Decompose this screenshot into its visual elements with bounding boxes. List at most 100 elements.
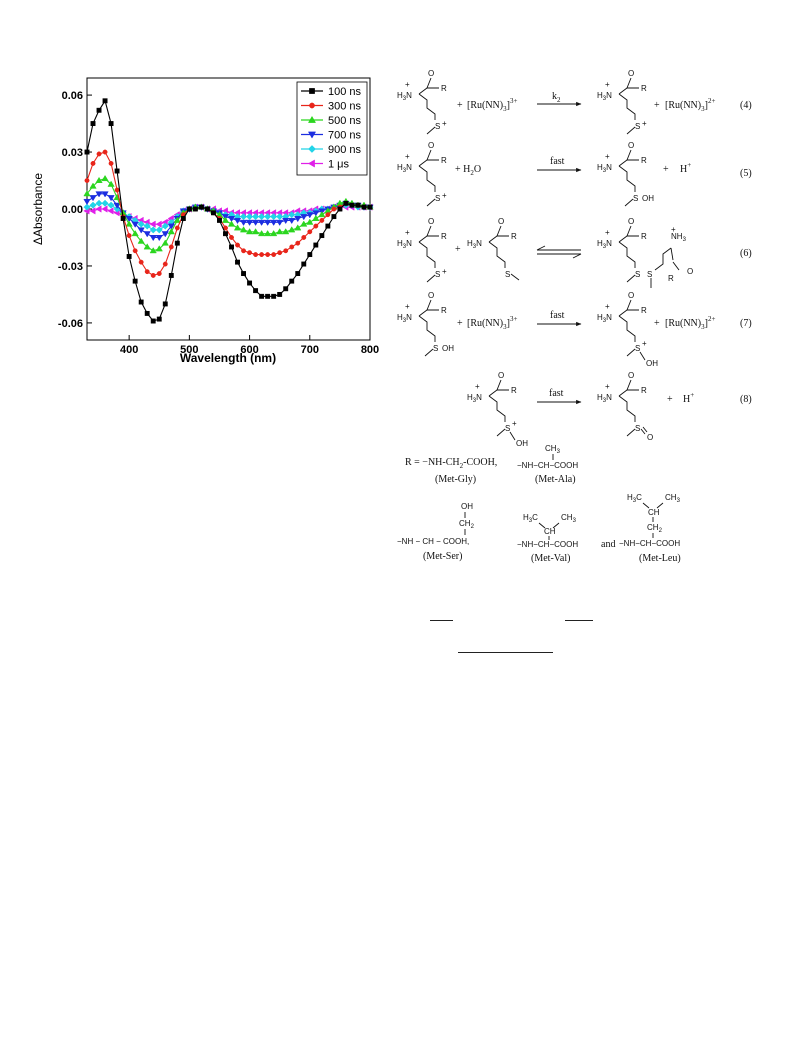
data-point	[155, 245, 163, 252]
data-point	[132, 248, 138, 254]
legend-label: 500 ns	[328, 115, 362, 127]
data-point	[223, 231, 228, 237]
svg-text:O: O	[498, 371, 504, 380]
data-point	[168, 244, 174, 250]
data-point	[259, 293, 265, 299]
met-product-4: H3N + O R S +	[597, 69, 647, 135]
data-point	[132, 278, 138, 284]
x-tick-label: 700	[301, 344, 319, 356]
svg-text:OH: OH	[646, 359, 658, 368]
data-point	[288, 217, 296, 225]
y-tick-label: 0.06	[62, 90, 83, 102]
transient-absorption-chart: 400 500 600 700 800 0.06 0.03 0.00 -0.03 -0.06 10…	[31, 77, 379, 365]
data-point	[126, 254, 132, 259]
data-point	[137, 237, 145, 244]
data-point	[161, 239, 169, 246]
data-point	[101, 205, 108, 213]
data-point	[263, 219, 272, 226]
y-tick-label: 0.00	[62, 204, 83, 216]
data-point	[276, 228, 284, 235]
data-point	[270, 213, 278, 221]
svg-text:R: R	[441, 306, 447, 315]
svg-text:O: O	[628, 217, 634, 226]
svg-text:OH: OH	[461, 502, 473, 511]
data-point	[95, 205, 102, 213]
x-tick-label: 600	[240, 344, 258, 356]
data-point	[125, 220, 133, 227]
y-tick-label: 0.03	[62, 147, 83, 159]
svg-text:and: and	[601, 539, 615, 550]
legend-label: 900 ns	[328, 144, 362, 156]
svg-text:R: R	[641, 156, 647, 165]
data-point	[361, 204, 367, 210]
data-point	[162, 301, 168, 307]
data-point	[125, 216, 133, 223]
data-point	[264, 213, 272, 221]
svg-text:S: S	[635, 344, 640, 353]
svg-text:+: +	[475, 382, 480, 391]
svg-text:OH: OH	[516, 439, 528, 448]
svg-text:(Met-Val): (Met-Val)	[531, 553, 570, 564]
data-point	[247, 280, 253, 286]
svg-text:(Met-Ser): (Met-Ser)	[423, 551, 462, 562]
svg-text:S: S	[435, 194, 440, 203]
data-point	[210, 210, 216, 216]
data-point	[253, 288, 259, 294]
data-point	[318, 211, 326, 218]
x-axis-label: Wavelength (nm)	[180, 351, 276, 365]
svg-text:+: +	[642, 119, 647, 128]
data-point	[168, 272, 174, 278]
svg-text:OH: OH	[642, 194, 654, 203]
data-point	[102, 149, 108, 155]
data-point	[257, 229, 266, 237]
data-point	[300, 214, 308, 221]
data-point	[89, 182, 97, 189]
data-point	[144, 269, 150, 275]
data-point	[301, 261, 307, 267]
data-point	[83, 190, 91, 197]
svg-text:(Met-Gly): (Met-Gly)	[435, 474, 476, 485]
svg-text:H3N: H3N	[397, 163, 412, 174]
svg-text:fast: fast	[550, 310, 565, 321]
svg-text:R: R	[641, 386, 647, 395]
equation-number-4: (4)	[740, 100, 752, 111]
data-point	[155, 220, 162, 228]
data-point	[192, 206, 198, 212]
data-point	[294, 216, 302, 223]
y-tick-label: -0.03	[58, 261, 83, 273]
svg-text:S: S	[505, 270, 510, 279]
svg-text:S: S	[635, 270, 640, 279]
svg-text:H3N: H3N	[397, 239, 412, 250]
data-point	[325, 212, 331, 218]
data-point	[204, 206, 210, 212]
data-point	[137, 220, 145, 228]
equation-fraction-bar	[458, 652, 553, 653]
data-point	[235, 259, 240, 265]
svg-text:H3N: H3N	[467, 239, 482, 250]
svg-text:O: O	[687, 267, 693, 276]
data-point	[180, 216, 186, 221]
svg-text:R: R	[641, 232, 647, 241]
data-point	[257, 219, 266, 226]
data-point	[150, 272, 156, 278]
data-point	[241, 248, 247, 254]
data-point	[265, 293, 271, 299]
data-point	[265, 252, 271, 258]
svg-text:+: +	[455, 244, 461, 255]
data-point	[149, 226, 157, 234]
data-point	[239, 226, 248, 233]
data-point	[251, 228, 260, 235]
data-point	[156, 316, 162, 322]
legend-swatch-marker	[307, 131, 317, 139]
x-tick-label: 400	[120, 344, 138, 356]
svg-text:OH: OH	[442, 344, 454, 353]
data-point	[89, 201, 97, 209]
data-point	[167, 223, 175, 230]
svg-text:CH2: CH2	[459, 519, 475, 530]
legend-swatch-marker	[307, 115, 317, 123]
data-point	[245, 219, 254, 226]
data-point	[161, 222, 169, 230]
data-point	[263, 229, 272, 237]
data-point	[107, 207, 114, 215]
data-point	[83, 203, 91, 211]
